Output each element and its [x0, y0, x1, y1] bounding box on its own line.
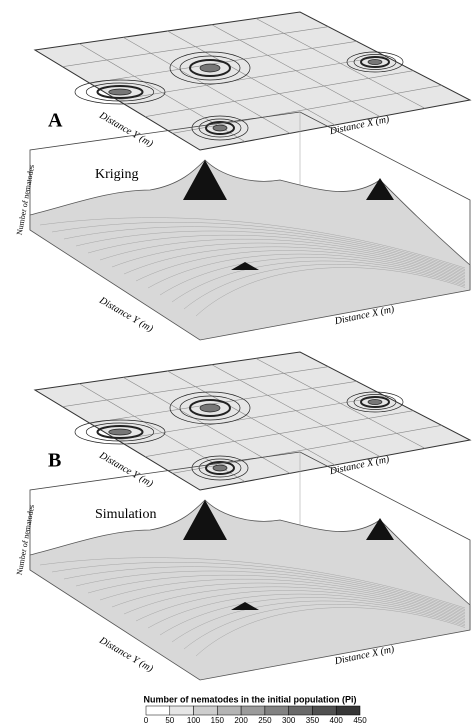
- contour-line: [189, 399, 231, 417]
- contour-line: [367, 399, 383, 405]
- contour-line: [191, 115, 249, 141]
- surface: [29, 159, 471, 341]
- surface-mesh: [99, 238, 466, 276]
- contour-line: [212, 124, 228, 132]
- contour-line: [367, 59, 383, 65]
- surface-mesh: [39, 217, 466, 269]
- legend-swatch: [193, 705, 218, 716]
- contour-line: [96, 85, 144, 99]
- surface-mesh: [111, 582, 466, 618]
- surface-mesh: [75, 230, 466, 273]
- peak: [183, 160, 227, 200]
- contour-line: [346, 391, 404, 413]
- contour-line: [108, 428, 132, 436]
- contour-line: [74, 419, 166, 445]
- surface-mesh: [123, 246, 466, 279]
- surface-mesh: [123, 586, 466, 619]
- legend-swatch: [264, 705, 289, 716]
- contour-line: [212, 464, 228, 472]
- contour-line: [205, 461, 235, 475]
- legend-tick: 450: [353, 716, 367, 725]
- contour-line: [189, 59, 231, 77]
- contour-line: [85, 422, 155, 442]
- legend-tick: 400: [330, 716, 344, 725]
- panel-label: A: [48, 110, 63, 132]
- legend-swatch: [240, 705, 266, 716]
- legend-tick: 100: [187, 716, 201, 725]
- surface-mesh: [51, 222, 466, 270]
- contour-line: [205, 121, 235, 135]
- legend-tick: 0: [144, 716, 149, 725]
- contour-line: [74, 79, 166, 105]
- contour-line: [198, 458, 242, 478]
- legend-tick: 200: [234, 716, 248, 725]
- surface: [29, 499, 471, 681]
- contour-line: [198, 118, 242, 138]
- peak: [183, 500, 227, 540]
- surface-mesh: [51, 562, 466, 610]
- legend-swatch: [288, 705, 313, 716]
- contour-line: [199, 403, 221, 413]
- legend-tick: 150: [211, 716, 225, 725]
- contour-line: [108, 88, 132, 96]
- panel: Distance Y (m) Distance X (m)BSimulationD…: [15, 351, 472, 681]
- contour-line: [85, 82, 155, 102]
- surface-mesh: [63, 566, 466, 612]
- contour-line: [346, 51, 404, 73]
- contour-line: [179, 55, 241, 81]
- method-label: Simulation: [95, 507, 156, 522]
- legend-swatch: [335, 705, 361, 716]
- contour-line: [191, 455, 249, 481]
- legend-tick: 300: [282, 716, 296, 725]
- legend-swatch: [145, 705, 171, 716]
- surface-mesh: [87, 234, 466, 275]
- surface-mesh: [75, 570, 466, 613]
- panel-label: B: [48, 450, 61, 472]
- legend-swatch: [169, 705, 194, 716]
- peak: [366, 178, 394, 200]
- contour-line: [169, 391, 251, 425]
- method-label: Kriging: [95, 167, 139, 182]
- surface-mesh: [87, 574, 466, 615]
- legend-swatch: [217, 705, 242, 716]
- surface-mesh: [99, 578, 466, 616]
- peak: [231, 262, 259, 270]
- peak: [231, 602, 259, 610]
- legend-swatch: [312, 705, 337, 716]
- contour-line: [96, 425, 144, 439]
- legend-title: Number of nematodes in the initial popul…: [143, 694, 356, 704]
- legend-tick: 250: [258, 716, 272, 725]
- contour-line: [360, 56, 390, 68]
- surface-mesh: [63, 226, 466, 272]
- contour-line: [179, 395, 241, 421]
- peak: [366, 518, 394, 540]
- surface-mesh: [111, 242, 466, 278]
- legend-tick: 50: [165, 716, 174, 725]
- contour-line: [353, 394, 397, 410]
- surface-mesh: [39, 557, 466, 609]
- contour-line: [360, 396, 390, 408]
- contour-line: [169, 51, 251, 85]
- contour-line: [353, 54, 397, 70]
- panel: Distance Y (m) Distance X (m)AKrigingDist…: [15, 11, 472, 341]
- contour-line: [199, 63, 221, 73]
- legend-tick: 350: [306, 716, 320, 725]
